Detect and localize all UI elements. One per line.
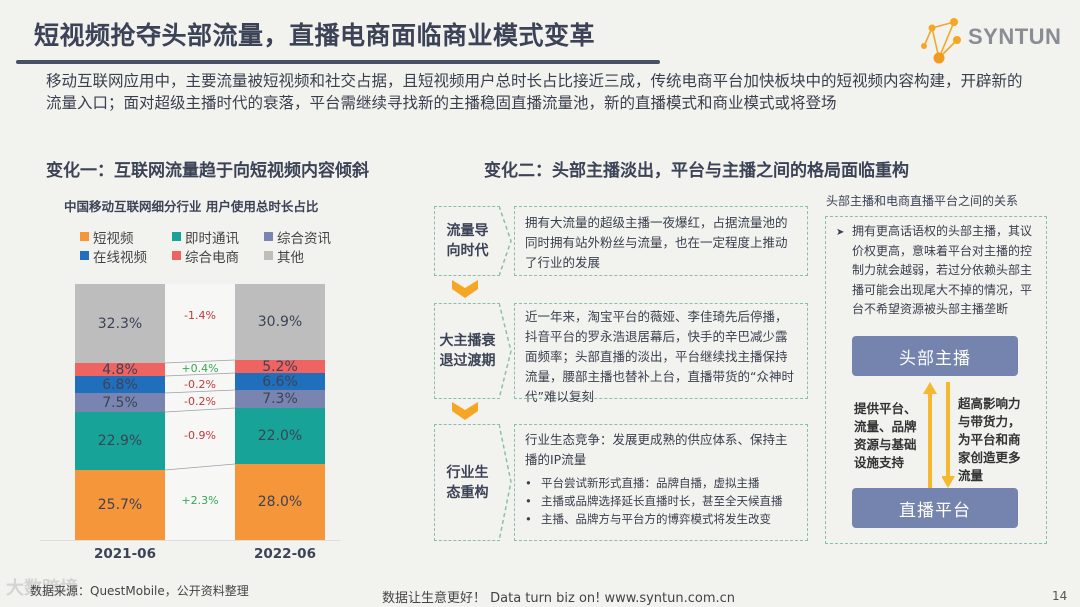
seg-ecommerce-2021: 4.8% (75, 362, 165, 378)
legend-item-news: 综合资讯 (264, 227, 356, 247)
chart-baseline (40, 540, 340, 541)
delta-im: -0.9% (184, 429, 216, 442)
bullet-item: • 平台尝试新形式直播：品牌自播，虚拟主播 (525, 476, 760, 490)
stacked-bar-chart: 32.3% 4.8% 6.8% 7.5% 22.9% 25.7% 30.9% 5… (75, 284, 325, 540)
seg-im-2022: 22.0% (235, 408, 325, 464)
x-label-2021: 2021-06 (94, 546, 156, 562)
legend-item-im: 即时通讯 (172, 227, 264, 247)
chevron-down-icon (452, 280, 478, 298)
change-column (165, 284, 235, 540)
node-top-anchor: 头部主播 (852, 336, 1018, 376)
logo-wordmark: SYNTUN (968, 24, 1062, 49)
seg-im-2021: 22.9% (75, 412, 165, 470)
footer-slogan: 数据让生意更好！ Data turn biz on! www.syntun.co… (382, 591, 736, 606)
stage-tip (499, 303, 512, 399)
watermark-badge: 大数跨境 (6, 578, 78, 599)
relation-title: 头部主播和电商直播平台之间的关系 (826, 194, 1019, 208)
intro-paragraph: 移动互联网应用中，主要流量被短视频和社交占据，且短视频用户总时长占比接近三成，传… (46, 72, 1023, 112)
relation-panel (825, 216, 1047, 544)
section2-heading: 变化二：头部主播淡出，平台与主播之间的格局面临重构 (484, 161, 909, 181)
seg-short-video-2022: 28.0% (235, 464, 325, 540)
delta-news: -0.2% (184, 395, 216, 408)
stage-desc-decline: 近一年来，淘宝平台的薇娅、李佳琦先后停播，抖音平台的罗永浩退居幕后，快手的辛巴减… (514, 303, 808, 404)
seg-news-2022: 7.3% (235, 390, 325, 408)
arrow-bullet-icon: ➤ (836, 227, 845, 238)
seg-online-video-2021: 6.8% (75, 376, 165, 393)
delta-short-video: +2.3% (181, 494, 219, 507)
stage-tip (499, 424, 512, 541)
up-arrow-icon (923, 382, 937, 488)
chevron-down-icon (452, 402, 478, 420)
legend-item-other: 其他 (264, 246, 356, 266)
seg-short-video-2021: 25.7% (75, 470, 165, 540)
stage-desc-restructure: 行业生态竞争：发展更成熟的供应体系、保持主播的IP流量 • 平台尝试新形式直播：品… (514, 424, 808, 541)
stage-label-traffic-era: 流量导 向时代 (434, 206, 500, 276)
stage-tip (499, 206, 512, 276)
syntun-logo: SYNTUN (916, 10, 1066, 65)
page-number: 14 (1052, 589, 1068, 603)
bullet-item: • 主播、品牌方与平台方的博弈模式将发生改变 (525, 512, 771, 526)
bullet-item: • 主播或品牌选择延长直播时长，甚至全天候直播 (525, 494, 783, 508)
x-label-2022: 2022-06 (254, 546, 316, 562)
down-flow-label: 超高影响力 与带货力， 为平台和商 家创造更多 流量 (958, 396, 1021, 483)
stage-label-restructure: 行业生 态重构 (434, 424, 500, 541)
delta-online-video: -0.2% (184, 378, 216, 391)
seg-ecommerce-2022: 5.2% (235, 359, 325, 375)
seg-other-2021: 32.3% (75, 284, 165, 363)
data-source: 数据来源：QuestMobile，公开资料整理 (30, 584, 249, 598)
legend-item-short-video: 短视频 (80, 227, 172, 247)
delta-ecommerce: +0.4% (181, 362, 219, 375)
molecule-logo-icon (921, 18, 961, 64)
stage-desc-traffic-era: 拥有大流量的超级主播一夜爆红，占据流量池的同时拥有站外粉丝与流量，也在一定程度上… (514, 206, 808, 276)
title-underline (16, 60, 660, 64)
legend-item-ecommerce: 综合电商 (172, 246, 264, 266)
stage-label-decline: 大主播衰 退过渡期 (434, 303, 500, 399)
relation-text: ➤ 拥有更高话语权的头部主播，其议价权更高，意味着平台对主播的控制力就会越弱，若… (836, 222, 1036, 320)
down-arrow-icon (942, 382, 955, 488)
seg-online-video-2022: 6.6% (235, 373, 325, 390)
node-live-platform: 直播平台 (852, 488, 1018, 528)
chart-title: 中国移动互联网细分行业 用户使用总时长占比 (64, 199, 319, 214)
delta-other: -1.4% (184, 309, 216, 322)
connector-lines (164, 359, 236, 471)
up-flow-label: 提供平台、 流量、品牌 资源与基础 设施支持 (854, 401, 917, 470)
seg-news-2021: 7.5% (75, 393, 165, 412)
page-title: 短视频抢夺头部流量，直播电商面临商业模式变革 (34, 21, 596, 50)
chart-legend: 短视频 即时通讯 综合资讯 在线视频 综合电商 其他 (80, 227, 360, 266)
legend-item-online-video: 在线视频 (80, 246, 172, 266)
section1-heading: 变化一：互联网流量趋于向短视频内容倾斜 (46, 161, 369, 181)
seg-other-2022: 30.9% (235, 284, 325, 360)
